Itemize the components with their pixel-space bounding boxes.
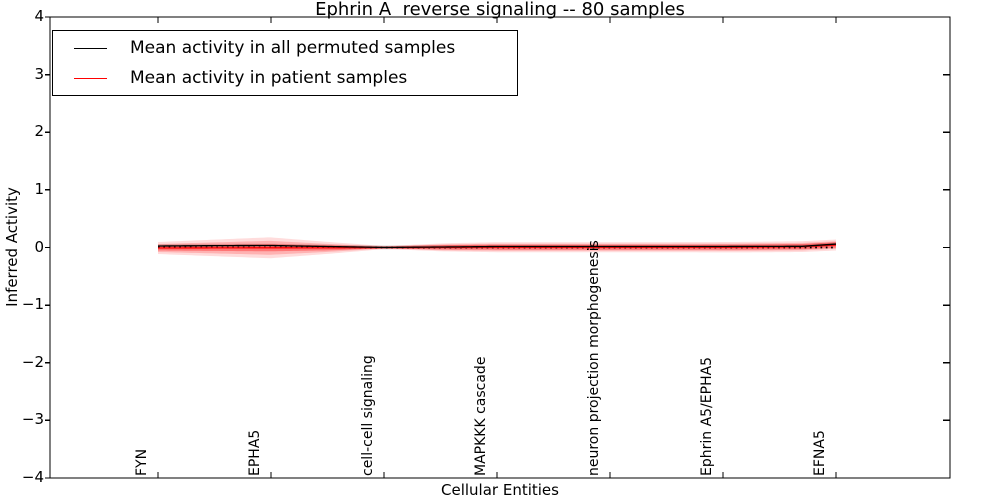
x-tick-label: cell-cell signaling	[360, 355, 376, 476]
legend-line-sample-permuted	[74, 47, 107, 49]
legend-label: Mean activity in patient samples	[130, 68, 408, 88]
y-tick-label: −4	[21, 468, 44, 486]
legend-entry-patient: Mean activity in patient samples	[53, 66, 517, 90]
y-tick-label: 3	[34, 64, 44, 83]
y-tick-label: −2	[21, 352, 44, 371]
y-tick-label: −1	[21, 295, 44, 314]
legend-label: Mean activity in all permuted samples	[130, 38, 456, 58]
y-tick-label: 1	[34, 179, 44, 198]
legend: Mean activity in all permuted samples Me…	[52, 30, 518, 96]
x-axis-label: Cellular Entities	[441, 481, 559, 499]
x-tick-label: MAPKKK cascade	[473, 356, 489, 476]
y-tick-label: 2	[34, 122, 44, 141]
x-tick-label: EPHA5	[247, 429, 263, 476]
y-tick-label: 4	[34, 7, 44, 25]
chart-title: Ephrin A reverse signaling -- 80 samples	[315, 0, 685, 20]
x-tick-label: Ephrin A5/EPHA5	[699, 356, 715, 476]
x-tick-label: FYN	[134, 448, 150, 476]
legend-entry-permuted: Mean activity in all permuted samples	[53, 36, 517, 60]
y-tick-label: 0	[34, 237, 44, 256]
legend-line-sample-patient	[74, 77, 107, 79]
x-tick-label: EFNA5	[812, 430, 828, 476]
y-tick-label: −3	[21, 410, 44, 429]
x-tick-label: neuron projection morphogenesis	[586, 240, 602, 476]
